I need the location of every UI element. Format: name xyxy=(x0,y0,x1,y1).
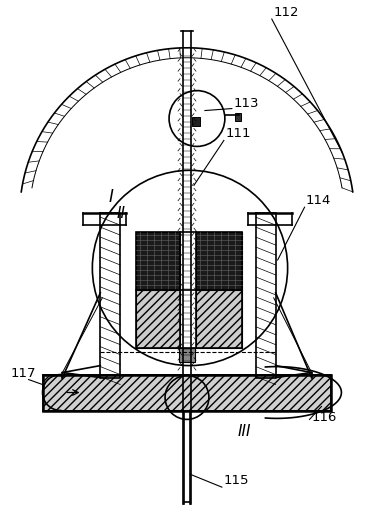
Text: II: II xyxy=(116,206,125,221)
Text: 114: 114 xyxy=(306,194,331,207)
Text: 115: 115 xyxy=(224,474,249,487)
Bar xyxy=(235,113,241,121)
Text: I: I xyxy=(108,188,113,206)
Bar xyxy=(196,290,242,348)
Bar xyxy=(192,116,200,127)
Bar xyxy=(43,374,331,411)
Text: 117: 117 xyxy=(10,367,36,380)
Bar xyxy=(196,232,242,290)
Bar xyxy=(136,232,242,348)
Text: III: III xyxy=(238,424,251,439)
Bar xyxy=(136,290,180,348)
Text: 112: 112 xyxy=(274,6,299,19)
Bar xyxy=(179,348,195,362)
Text: 116: 116 xyxy=(312,411,337,424)
Text: 113: 113 xyxy=(234,97,259,110)
Bar xyxy=(43,374,331,411)
Text: 111: 111 xyxy=(226,127,251,141)
Bar xyxy=(136,232,180,290)
